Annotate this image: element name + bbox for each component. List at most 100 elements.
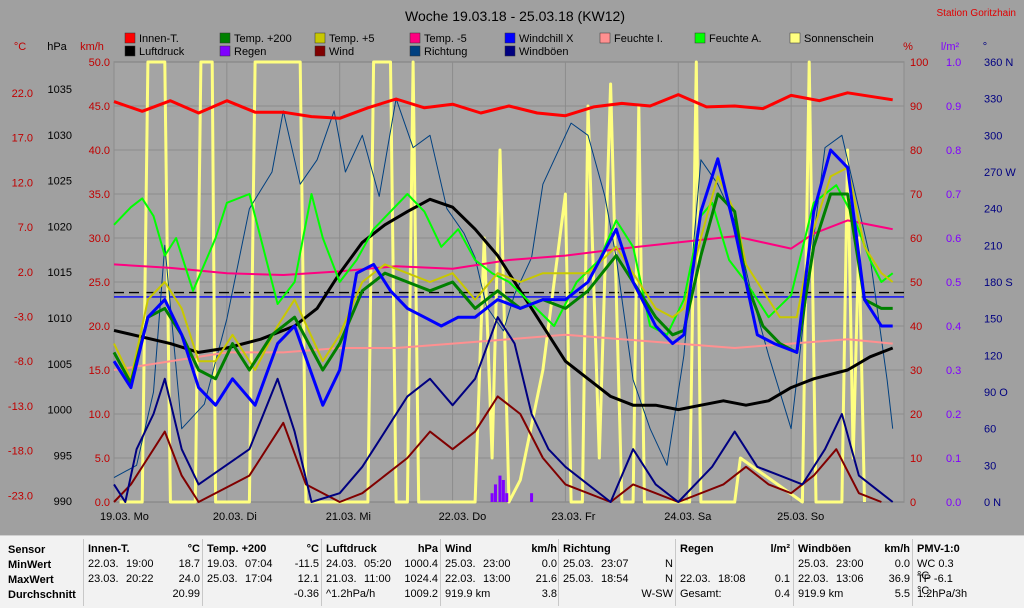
- stats-avg-label: ^1.2hPa/h: [326, 588, 376, 600]
- stats-column: Temp. +200 °C 19.03. 07:04 -11.5 25.03. 17:04 1…: [207, 536, 319, 608]
- stats-name: Temp. +200: [207, 543, 267, 555]
- axis-wind-tick: 15.0: [89, 365, 110, 377]
- legend-swatch: [409, 32, 421, 44]
- axis-temp-tick: -18.0: [8, 446, 33, 458]
- axis-pressure-tick: 1005: [48, 359, 72, 371]
- axis-wind-tick: 50.0: [89, 57, 110, 69]
- legend-swatch: [219, 45, 231, 57]
- stats-column: Innen-T. °C 22.03. 19:00 18.7 23.03. 20:22 24.0…: [88, 536, 200, 608]
- axis-direction-tick: 150: [984, 314, 1002, 326]
- stats-max-date: 22.03.: [798, 573, 829, 585]
- axis-rain-tick: 0.9: [946, 101, 961, 113]
- column-separator: [558, 539, 559, 606]
- axis-pressure-tick: 1035: [48, 84, 72, 96]
- chart-title: Woche 19.03.18 - 25.03.18 (KW12): [405, 8, 625, 24]
- column-separator: [83, 539, 84, 606]
- stats-min-time: 23:00: [483, 558, 511, 570]
- legend-label: Temp. +200: [234, 33, 292, 45]
- row-label-min: MinWert: [8, 559, 52, 571]
- weather-chart: 22.0 17.0 12.0 7.0 2.0 -3.0 -8.0 -13.0 -18.0 -23.…: [7, 8, 1017, 523]
- stats-column: Windböen km/h 25.03. 23:00 0.0 22.03. 13:06 36.…: [798, 536, 910, 608]
- series-line-feuchte-a-: [113, 184, 894, 336]
- column-separator: [321, 539, 322, 606]
- legend-swatch: [504, 32, 516, 44]
- stats-min-val: -11.5: [294, 558, 319, 570]
- axis-day-label: 19.03. Mo: [100, 511, 149, 523]
- stats-max-val: 21.6: [535, 573, 557, 585]
- series-line-richtung: [113, 98, 894, 479]
- legend-label: Temp. +5: [329, 33, 375, 45]
- axis-pressure-tick: 1000: [48, 405, 72, 417]
- stats-min-date: WC 0.3 °C: [917, 558, 954, 582]
- stats-unit: l/m²: [770, 543, 790, 555]
- stats-max-time: 11:00: [364, 573, 391, 585]
- axis-temp-tick: 17.0: [12, 133, 33, 145]
- axis-day-label: 22.03. Do: [439, 511, 487, 523]
- series-layer: [112, 60, 904, 504]
- axis-rain-tick: 0.6: [946, 233, 961, 245]
- stats-unit: km/h: [531, 543, 557, 555]
- rain-bar: [493, 484, 497, 502]
- axis-temp-tick: -3.0: [14, 312, 33, 324]
- legend-label: Sonnenschein: [804, 33, 874, 45]
- stats-name: Regen: [680, 543, 714, 555]
- axes-layer: 22.0 17.0 12.0 7.0 2.0 -3.0 -8.0 -13.0 -18.0 -23.…: [8, 57, 1016, 523]
- stats-name: Richtung: [563, 543, 611, 555]
- axis-pressure-tick: 1025: [48, 176, 72, 188]
- stats-avg-val: 1009.2: [404, 588, 438, 600]
- axis-direction-tick: 30: [984, 460, 996, 472]
- rain-bar: [498, 475, 502, 502]
- legend-label: Wind: [329, 46, 354, 58]
- axis-pressure-tick: 1030: [48, 130, 72, 142]
- axis-wind-tick: 40.0: [89, 145, 110, 157]
- axis-rain-tick: 0.3: [946, 365, 961, 377]
- unit-wind: km/h: [80, 41, 104, 53]
- unit-direction: °: [983, 41, 987, 53]
- axis-direction-tick: 360 N: [984, 57, 1013, 69]
- axis-rain-tick: 0.0: [946, 497, 961, 509]
- axis-direction-tick: 120: [984, 350, 1002, 362]
- rain-bar: [501, 480, 505, 502]
- legend-label: Regen: [234, 46, 266, 58]
- stats-min-val: 1000.4: [404, 558, 438, 570]
- axis-direction-tick: 180 S: [984, 277, 1013, 289]
- axis-wind-tick: 30.0: [89, 233, 110, 245]
- legend-swatch: [789, 32, 801, 44]
- column-separator: [202, 539, 203, 606]
- axis-direction-tick: 240: [984, 204, 1002, 216]
- stats-max-val: 1024.4: [404, 573, 438, 585]
- stats-min-date: 24.03.: [326, 558, 357, 570]
- axis-wind-tick: 10.0: [89, 409, 110, 421]
- series-line-wind: [113, 395, 882, 503]
- stats-unit: °C: [187, 543, 200, 555]
- stats-min-val: 0.0: [894, 558, 910, 570]
- stats-max-date: 22.03.: [680, 573, 711, 585]
- axis-rain-tick: 0.2: [946, 409, 961, 421]
- stats-min-time: 23:00: [836, 558, 864, 570]
- legend-swatch: [599, 32, 611, 44]
- stats-min-date: 25.03.: [798, 558, 829, 570]
- axis-temp-tick: 2.0: [18, 267, 33, 279]
- axis-rain-tick: 0.1: [946, 453, 961, 465]
- axis-wind-tick: 25.0: [89, 277, 110, 289]
- column-separator: [440, 539, 441, 606]
- station-name: Station Goritzhain: [937, 8, 1017, 19]
- axis-day-label: 25.03. So: [777, 511, 824, 523]
- axis-humidity-tick: 60: [910, 233, 922, 245]
- stats-avg-val: 3.8: [541, 588, 557, 600]
- legend-label: Feuchte A.: [709, 33, 762, 45]
- legend-label: Windchill X: [519, 33, 574, 45]
- stats-min-time: 23:07: [601, 558, 629, 570]
- axis-temp-tick: -23.0: [8, 490, 33, 502]
- axis-temp-tick: 12.0: [12, 177, 33, 189]
- axis-pressure-tick: 990: [54, 496, 72, 508]
- axis-pressure-tick: 995: [54, 450, 72, 462]
- stats-avg-val: -0.36: [293, 588, 319, 600]
- axis-pressure-tick: 1020: [48, 221, 72, 233]
- stats-min-time: 07:04: [245, 558, 273, 570]
- legend-swatch: [314, 45, 326, 57]
- series-line-windchill-x: [112, 148, 893, 407]
- stats-column: Wind km/h 25.03. 23:00 0.0 22.03. 13:00 21.6 919…: [445, 536, 557, 608]
- stats-max-time: 13:06: [836, 573, 864, 585]
